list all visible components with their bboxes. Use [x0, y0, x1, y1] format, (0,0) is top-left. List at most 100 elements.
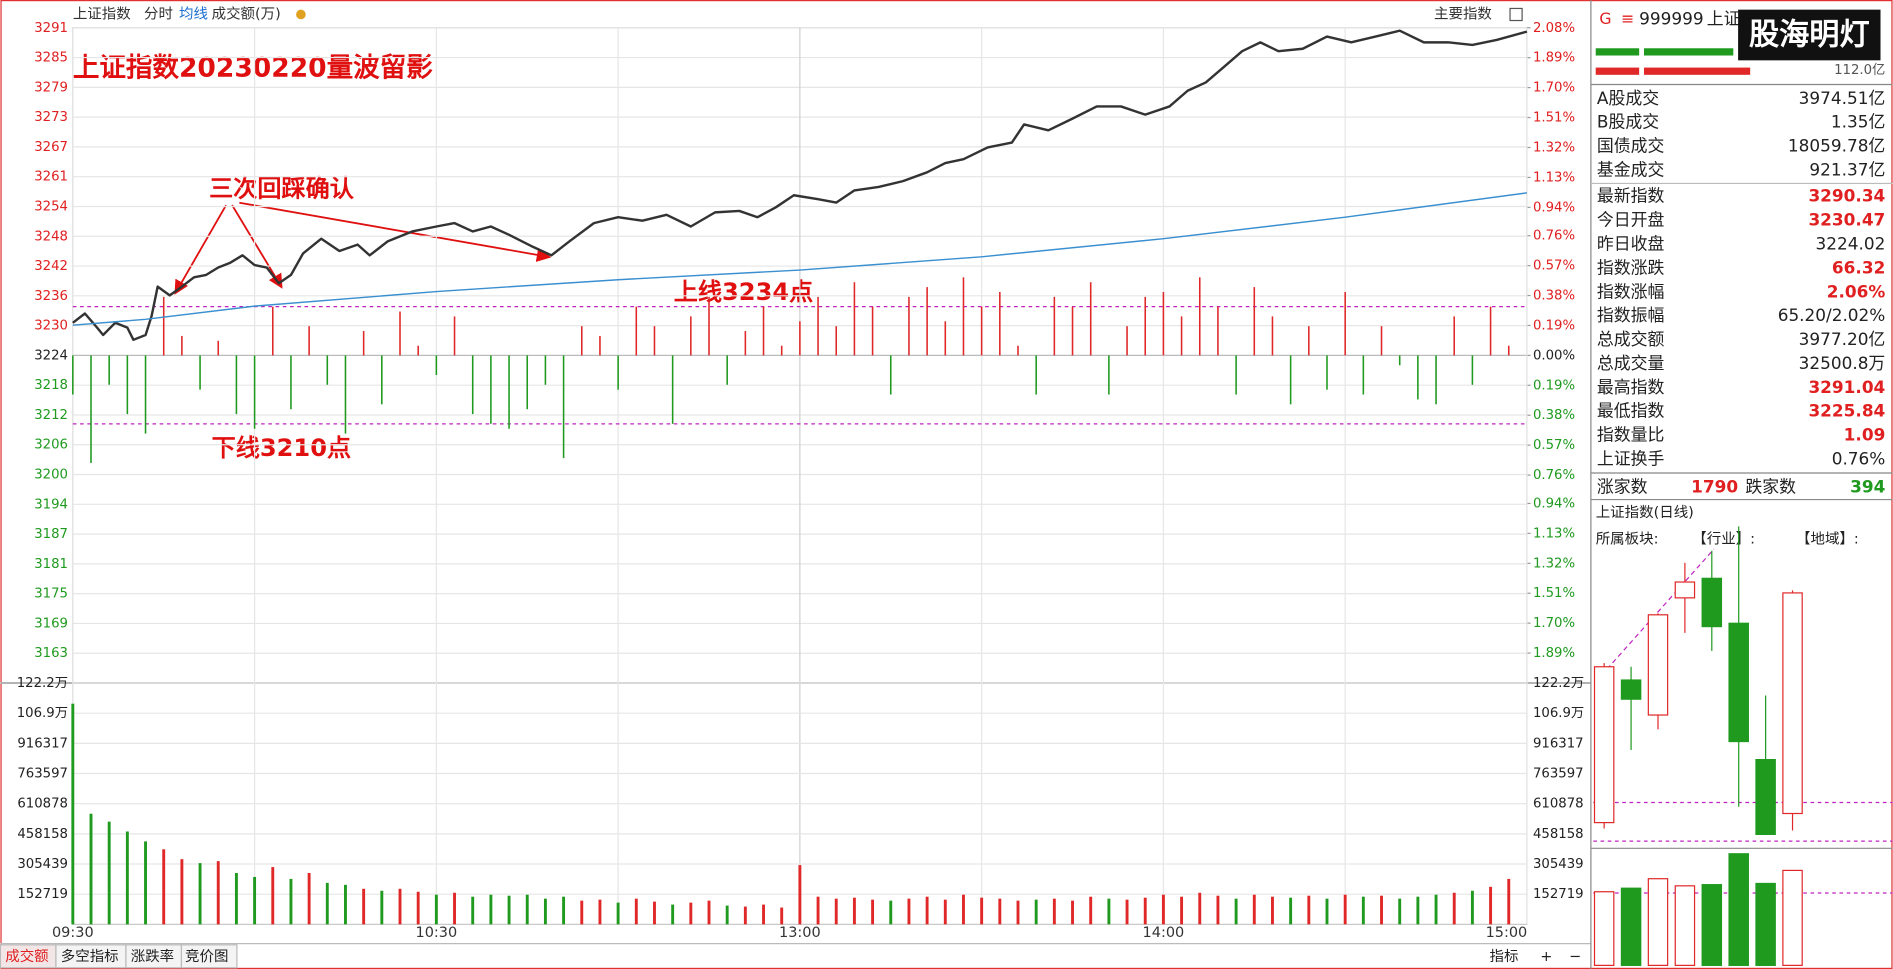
volume-bar — [1307, 895, 1311, 925]
average-line — [72, 192, 1528, 326]
row-value: 1.35亿 — [1831, 112, 1885, 132]
candle-body — [1782, 592, 1803, 815]
y2-tick-label: 0.76% — [1533, 229, 1575, 244]
candle-body — [1647, 614, 1669, 716]
y2-tick-label: 0.19% — [1533, 318, 1575, 333]
row-value: 1.09 — [1844, 425, 1886, 445]
toolbar-tab[interactable]: 均线 — [179, 5, 208, 22]
annotation: 三次回踩确认 — [209, 174, 355, 202]
toolbar-right[interactable]: 主要指数 — [1434, 5, 1492, 22]
y2-tick-label: 122.2万 — [1533, 676, 1584, 691]
industry[interactable]: 【行业】: — [1692, 530, 1755, 547]
candle-volume — [1728, 853, 1749, 966]
toolbar-tab[interactable]: 分时 — [144, 5, 173, 22]
y-tick-label: 3200 — [34, 468, 68, 483]
y-tick-label: 3169 — [34, 616, 68, 631]
volume-bar — [1380, 895, 1383, 925]
x-tick-label: 15:00 — [1486, 925, 1528, 941]
candle-volume — [1647, 878, 1669, 966]
candle-body — [1620, 679, 1642, 700]
volume-bar — [780, 907, 784, 925]
row-value: 0.76% — [1832, 449, 1886, 469]
y-tick-label: 3273 — [34, 110, 68, 125]
y-tick-label: 610878 — [17, 797, 68, 812]
volume-bar — [271, 867, 275, 925]
y-tick-label: 3242 — [34, 259, 68, 274]
y-tick-label: 3236 — [34, 289, 68, 304]
volume-bar — [1452, 892, 1456, 925]
volume-bar — [1252, 894, 1256, 925]
volume-bar — [398, 888, 402, 925]
row-label: 总成交量 — [1597, 353, 1665, 373]
bottom-tab[interactable]: 指标 — [1490, 948, 1519, 965]
candle-body — [1728, 622, 1749, 743]
volume-bar — [798, 865, 802, 925]
arrow — [174, 204, 227, 295]
toolbar-tab[interactable]: 成交额(万) — [212, 4, 281, 22]
volume-bar — [234, 872, 238, 925]
gauge-bar — [1595, 67, 1640, 75]
breadth-label: 涨家数 — [1597, 477, 1648, 497]
arrow — [239, 201, 552, 262]
y2-tick-label: 305439 — [1533, 857, 1584, 872]
volume-bar — [871, 899, 875, 925]
volume-bar — [380, 890, 384, 925]
gauge-bar — [1643, 48, 1734, 56]
volume-bar — [1434, 894, 1438, 925]
volume-bar — [289, 878, 293, 925]
row-value: 2.06% — [1827, 281, 1886, 301]
gauge-bar — [1643, 67, 1751, 75]
row-value: 65.20/2.02% — [1778, 305, 1886, 325]
row-label: 基金成交 — [1597, 159, 1665, 179]
bottom-tab[interactable]: 成交额 — [5, 947, 49, 965]
volume-bar — [1470, 890, 1474, 925]
x-tick-label: 14:00 — [1143, 925, 1185, 941]
y-tick-label: 3163 — [34, 646, 68, 661]
row-label: 上证换手 — [1597, 449, 1665, 469]
y-tick-label: 3279 — [34, 80, 68, 95]
volume-bar — [962, 894, 965, 925]
row-value: 3230.47 — [1808, 210, 1885, 230]
bottom-tab[interactable]: 涨跌率 — [131, 948, 174, 965]
y2-tick-label: 1.32% — [1533, 140, 1575, 155]
y-tick-label: 763597 — [17, 767, 68, 782]
menu-icon[interactable]: ≡ — [1621, 9, 1634, 28]
tab-bg — [180, 944, 238, 969]
row-label: A股成交 — [1597, 88, 1659, 108]
y2-tick-label: 0.76% — [1533, 468, 1575, 483]
volume-bar — [107, 821, 111, 925]
region[interactable]: 【地域】: — [1796, 530, 1859, 547]
volume-bar — [71, 703, 75, 925]
y-tick-label: 106.9万 — [17, 706, 68, 721]
volume-bar — [1216, 895, 1220, 925]
row-value: 32500.8万 — [1799, 353, 1886, 373]
panel-icon[interactable] — [1509, 7, 1523, 22]
bottom-tab[interactable]: 多空指标 — [61, 948, 119, 965]
y-tick-label: 3218 — [34, 378, 68, 393]
bottom-tab[interactable]: + — [1540, 949, 1552, 965]
breadth-up: 1790 — [1691, 477, 1738, 497]
volume-bar — [1180, 896, 1184, 925]
sector-label: 所属板块: — [1596, 529, 1659, 547]
volume-bar — [852, 897, 856, 925]
bottom-tab[interactable]: 竞价图 — [185, 947, 228, 965]
row-value: 3224.02 — [1816, 233, 1886, 253]
y-tick-label: 3206 — [34, 438, 68, 453]
bottom-tab[interactable]: − — [1569, 949, 1581, 965]
amount-top: 112.0亿 — [1834, 62, 1885, 78]
candle-volume — [1593, 891, 1615, 966]
arrow — [231, 204, 283, 289]
y-tick-label: 3194 — [34, 497, 68, 512]
y-tick-label: 152719 — [17, 887, 68, 902]
bell-icon[interactable] — [296, 9, 306, 20]
volume-bar — [1125, 899, 1129, 925]
y-tick-label: 3254 — [34, 199, 68, 214]
row-label: 指数涨幅 — [1597, 281, 1665, 301]
volume-bar — [125, 831, 129, 925]
y2-tick-label: 1.13% — [1533, 526, 1575, 541]
volume-bar — [434, 894, 438, 925]
row-label: 指数振幅 — [1597, 305, 1665, 325]
volume-bar — [180, 859, 184, 925]
